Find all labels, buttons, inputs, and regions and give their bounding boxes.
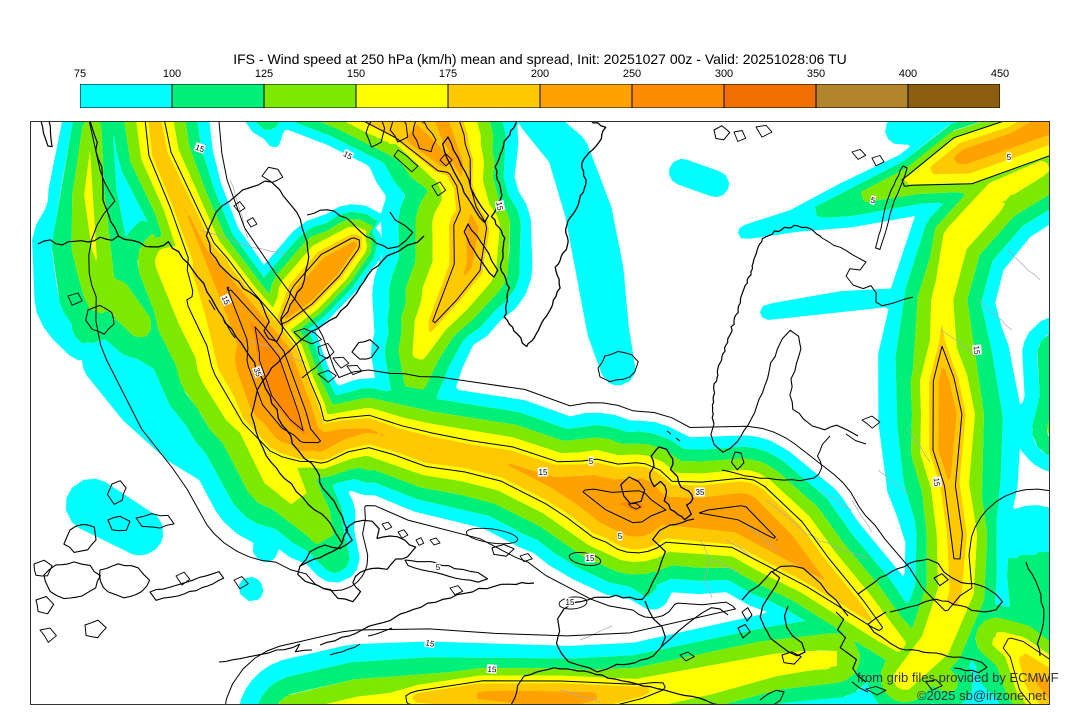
svg-text:15: 15	[494, 201, 505, 212]
svg-text:15: 15	[932, 477, 942, 487]
svg-text:5: 5	[618, 532, 623, 541]
svg-text:©2025 sb@irizone.net: ©2025 sb@irizone.net	[917, 688, 1046, 703]
svg-text:15: 15	[972, 345, 982, 355]
svg-text:15: 15	[194, 143, 206, 155]
svg-text:5: 5	[1007, 153, 1012, 162]
svg-text:15: 15	[220, 294, 232, 306]
svg-text:5: 5	[436, 563, 441, 572]
svg-text:15: 15	[566, 598, 575, 607]
svg-text:5: 5	[870, 196, 877, 206]
svg-text:15: 15	[425, 638, 436, 649]
svg-text:15: 15	[487, 665, 497, 675]
svg-text:15: 15	[586, 554, 595, 563]
svg-text:35: 35	[252, 366, 264, 378]
svg-text:from grib files provided by EC: from grib files provided by ECMWF	[857, 670, 1059, 685]
svg-text:35: 35	[696, 488, 705, 497]
svg-text:5: 5	[589, 457, 594, 466]
svg-text:15: 15	[539, 468, 548, 477]
